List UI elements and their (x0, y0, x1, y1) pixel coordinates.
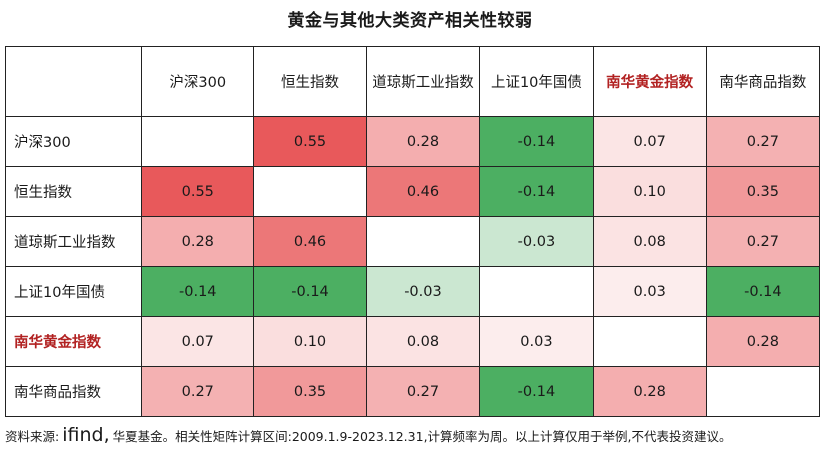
correlation-cell: 0.27 (705, 116, 820, 167)
correlation-cell: -0.14 (253, 266, 367, 317)
matrix-row: 沪深300 0.55 0.28 -0.14 0.07 0.27 (4, 116, 820, 167)
correlation-cell: 0.08 (592, 216, 707, 267)
column-header: 道琼斯工业指数 (365, 46, 481, 117)
correlation-cell: 0.28 (141, 216, 255, 267)
column-header: 恒生指数 (253, 46, 367, 117)
row-header: 上证10年国债 (4, 266, 143, 317)
correlation-cell: 0.10 (592, 166, 707, 217)
correlation-cell: 0.27 (365, 366, 481, 417)
matrix-row: 南华商品指数 0.27 0.35 0.27 -0.14 0.28 (4, 366, 820, 417)
correlation-cell: 0.03 (592, 266, 707, 317)
correlation-cell: 0.35 (253, 366, 367, 417)
row-header: 道琼斯工业指数 (4, 216, 143, 267)
row-header: 南华黄金指数 (4, 316, 143, 367)
matrix-row: 恒生指数 0.55 0.46 -0.14 0.10 0.35 (4, 166, 820, 217)
source-brand: ifind, (62, 424, 110, 446)
correlation-cell: -0.14 (479, 166, 594, 217)
column-header: 沪深300 (141, 46, 255, 117)
correlation-cell: -0.14 (141, 266, 255, 317)
row-header: 南华商品指数 (4, 366, 143, 417)
source-note: 资料来源: ifind, 华夏基金。相关性矩阵计算区间:2009.1.9-2023.… (5, 424, 732, 446)
correlation-cell: -0.03 (365, 266, 481, 317)
correlation-cell: -0.14 (479, 366, 594, 417)
column-header: 南华黄金指数 (592, 46, 707, 117)
correlation-cell: 0.55 (141, 166, 255, 217)
correlation-cell: 0.28 (705, 316, 820, 367)
correlation-cell: 0.55 (253, 116, 367, 167)
correlation-cell: 0.08 (365, 316, 481, 367)
correlation-cell: 0.10 (253, 316, 367, 367)
correlation-cell (592, 316, 707, 367)
correlation-cell: -0.14 (479, 116, 594, 167)
correlation-cell (365, 216, 481, 267)
correlation-cell: 0.07 (141, 316, 255, 367)
source-suffix: 华夏基金。相关性矩阵计算区间:2009.1.9-2023.12.31,计算频率为… (112, 429, 732, 444)
matrix-row: 道琼斯工业指数 0.28 0.46 -0.03 0.08 0.27 (4, 216, 820, 267)
source-prefix: 资料来源: (5, 429, 60, 444)
correlation-cell: 0.35 (705, 166, 820, 217)
correlation-cell: 0.28 (592, 366, 707, 417)
correlation-cell: 0.46 (365, 166, 481, 217)
row-header: 沪深300 (4, 116, 143, 167)
correlation-cell: 0.27 (141, 366, 255, 417)
correlation-cell: 0.46 (253, 216, 367, 267)
column-header: 上证10年国债 (479, 46, 594, 117)
matrix-row: 上证10年国债 -0.14 -0.14 -0.03 0.03 -0.14 (4, 266, 820, 317)
correlation-cell: -0.03 (479, 216, 594, 267)
correlation-matrix: 沪深300 恒生指数 道琼斯工业指数 上证10年国债 南华黄金指数 南华商品指数 沪深300… (4, 46, 820, 417)
correlation-cell: 0.27 (705, 216, 820, 267)
correlation-cell (141, 116, 255, 167)
correlation-cell (705, 366, 820, 417)
column-header: 南华商品指数 (705, 46, 820, 117)
chart-title: 黄金与其他大类资产相关性较弱 (287, 11, 533, 31)
correlation-cell (479, 266, 594, 317)
correlation-cell: 0.03 (479, 316, 594, 367)
correlation-cell: -0.14 (705, 266, 820, 317)
row-header: 恒生指数 (4, 166, 143, 217)
correlation-cell: 0.07 (592, 116, 707, 167)
correlation-cell: 0.28 (365, 116, 481, 167)
matrix-row: 南华黄金指数 0.07 0.10 0.08 0.03 0.28 (4, 316, 820, 367)
matrix-corner (4, 46, 143, 117)
correlation-cell (253, 166, 367, 217)
